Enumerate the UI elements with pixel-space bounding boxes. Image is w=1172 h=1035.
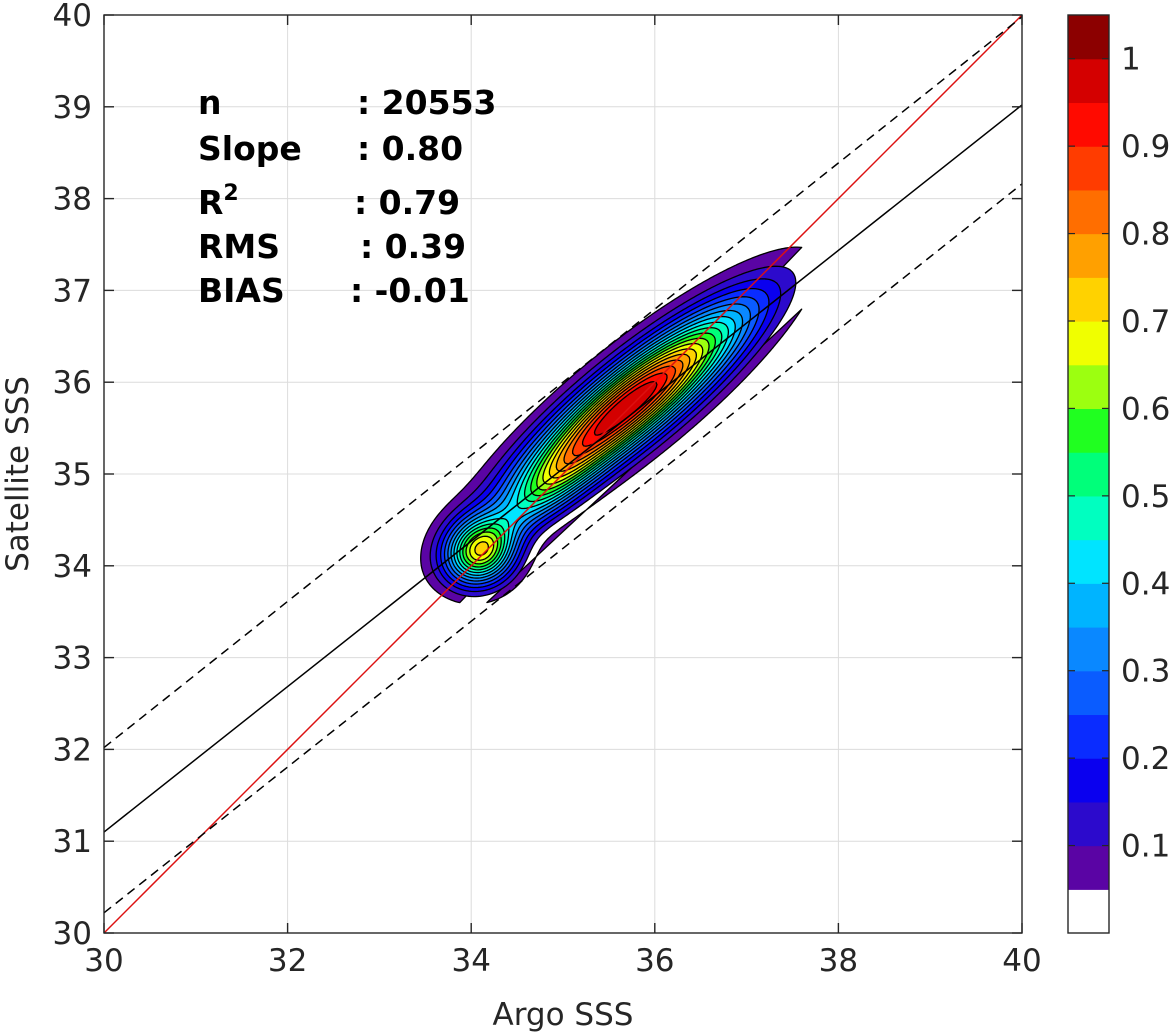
colorbar-swatch	[1068, 539, 1109, 584]
colorbar-swatch	[1068, 233, 1109, 278]
axis-ticks: 30 32 34 36 38 40 30 31 32 33 34 35 36 37 38 39 40	[53, 0, 1042, 979]
colorbar-swatch	[1068, 801, 1109, 847]
colorbar-tick-label: 0.4	[1121, 566, 1170, 602]
colorbar-swatch	[1068, 146, 1109, 191]
y-tick-label: 35	[53, 457, 92, 493]
colorbar-tick-label: 0.7	[1121, 304, 1170, 340]
density-contours	[420, 246, 803, 604]
colorbar-swatch	[1068, 102, 1109, 147]
colorbar: 0.1 0.2 0.3 0.4 0.5 0.6 0.7 0.8 0.9 1	[1067, 14, 1170, 934]
x-tick-label: 36	[635, 943, 674, 979]
colorbar-tick-label: 1	[1121, 42, 1141, 78]
identity-line	[104, 15, 1022, 933]
colorbar-swatch	[1068, 452, 1109, 497]
colorbar-swatch	[1068, 889, 1109, 934]
colorbar-swatch	[1068, 58, 1109, 104]
stat-value-r: : 0.79	[354, 183, 460, 222]
x-tick-label: 40	[1002, 943, 1041, 979]
y-axis-label: Satellite SSS	[0, 376, 36, 572]
colorbar-swatch	[1068, 583, 1109, 628]
colorbar-swatch	[1068, 277, 1109, 322]
stat-value-rms: : 0.39	[360, 227, 466, 266]
colorbar-swatch	[1068, 364, 1109, 410]
stat-label-slope: Slope	[198, 129, 302, 168]
colorbar-swatch	[1068, 408, 1109, 453]
y-tick-label: 33	[53, 641, 92, 677]
colorbar-frame	[1067, 14, 1110, 934]
colorbar-tick-label: 0.3	[1121, 654, 1170, 690]
y-tick-label: 39	[53, 90, 92, 126]
stat-label-r: R2	[198, 181, 239, 222]
colorbar-swatch	[1068, 627, 1109, 672]
stats-annotation: n : 20553 Slope : 0.80 R2 : 0.79 RMS : 0.39 BIAS…	[198, 83, 497, 310]
stat-value-n: : 20553	[357, 83, 497, 122]
y-tick-label: 40	[53, 0, 92, 34]
x-axis-label: Argo SSS	[493, 997, 634, 1033]
colorbar-swatch	[1068, 189, 1109, 235]
colorbar-swatch	[1068, 845, 1109, 890]
stat-value-slope: : 0.80	[357, 129, 463, 168]
colorbar-swatch	[1068, 495, 1109, 541]
y-tick-label: 31	[53, 824, 92, 860]
x-tick-label: 32	[268, 943, 307, 979]
y-tick-label: 38	[53, 182, 92, 218]
colorbar-tick-label: 0.8	[1121, 217, 1170, 253]
colorbar-tick-label: 0.6	[1121, 391, 1170, 427]
x-tick-label: 34	[451, 943, 490, 979]
y-tick-label: 34	[53, 549, 92, 585]
x-tick-label: 38	[819, 943, 858, 979]
stat-label-rms: RMS	[198, 227, 280, 266]
colorbar-tick-label: 0.1	[1121, 829, 1170, 865]
lower-bound-line	[104, 183, 1022, 914]
upper-bound-line	[104, 16, 1022, 749]
y-tick-label: 36	[53, 365, 92, 401]
reference-lines	[104, 15, 1022, 933]
colorbar-swatch	[1068, 670, 1109, 716]
colorbar-tick-label: 0.9	[1121, 129, 1170, 165]
y-tick-label: 37	[53, 273, 92, 309]
colorbar-swatch	[1068, 714, 1109, 759]
y-tick-label: 32	[53, 732, 92, 768]
x-tick-label: 30	[84, 943, 123, 979]
colorbar-swatch	[1068, 758, 1109, 803]
stat-label-bias: BIAS	[198, 271, 285, 310]
stat-label-n: n	[198, 83, 222, 122]
colorbar-tick-label: 0.5	[1121, 479, 1170, 515]
stat-value-bias: : -0.01	[350, 271, 470, 310]
colorbar-tick-label: 0.2	[1121, 741, 1170, 777]
superscript: 2	[223, 181, 238, 206]
y-tick-label: 30	[53, 916, 92, 952]
colorbar-swatch	[1068, 15, 1109, 60]
colorbar-swatch	[1068, 321, 1109, 366]
regression-line	[104, 104, 1022, 833]
